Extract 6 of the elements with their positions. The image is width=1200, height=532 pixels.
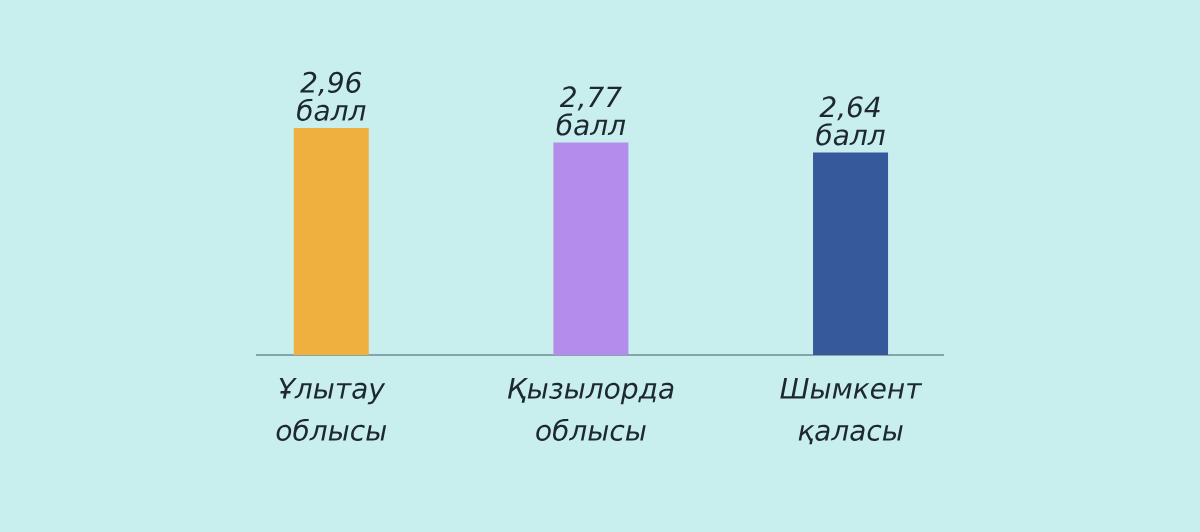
x-tick-label: Шымкент қаласы: [780, 378, 923, 445]
data-label: 2,64 балл: [816, 96, 885, 146]
data-label: 2,77 балл: [556, 86, 626, 136]
data-label: 2,96 балл: [297, 71, 366, 121]
x-tick-label: Қызылорда облысы: [507, 378, 674, 441]
x-tick-label: Ұлытау облысы: [276, 378, 387, 441]
